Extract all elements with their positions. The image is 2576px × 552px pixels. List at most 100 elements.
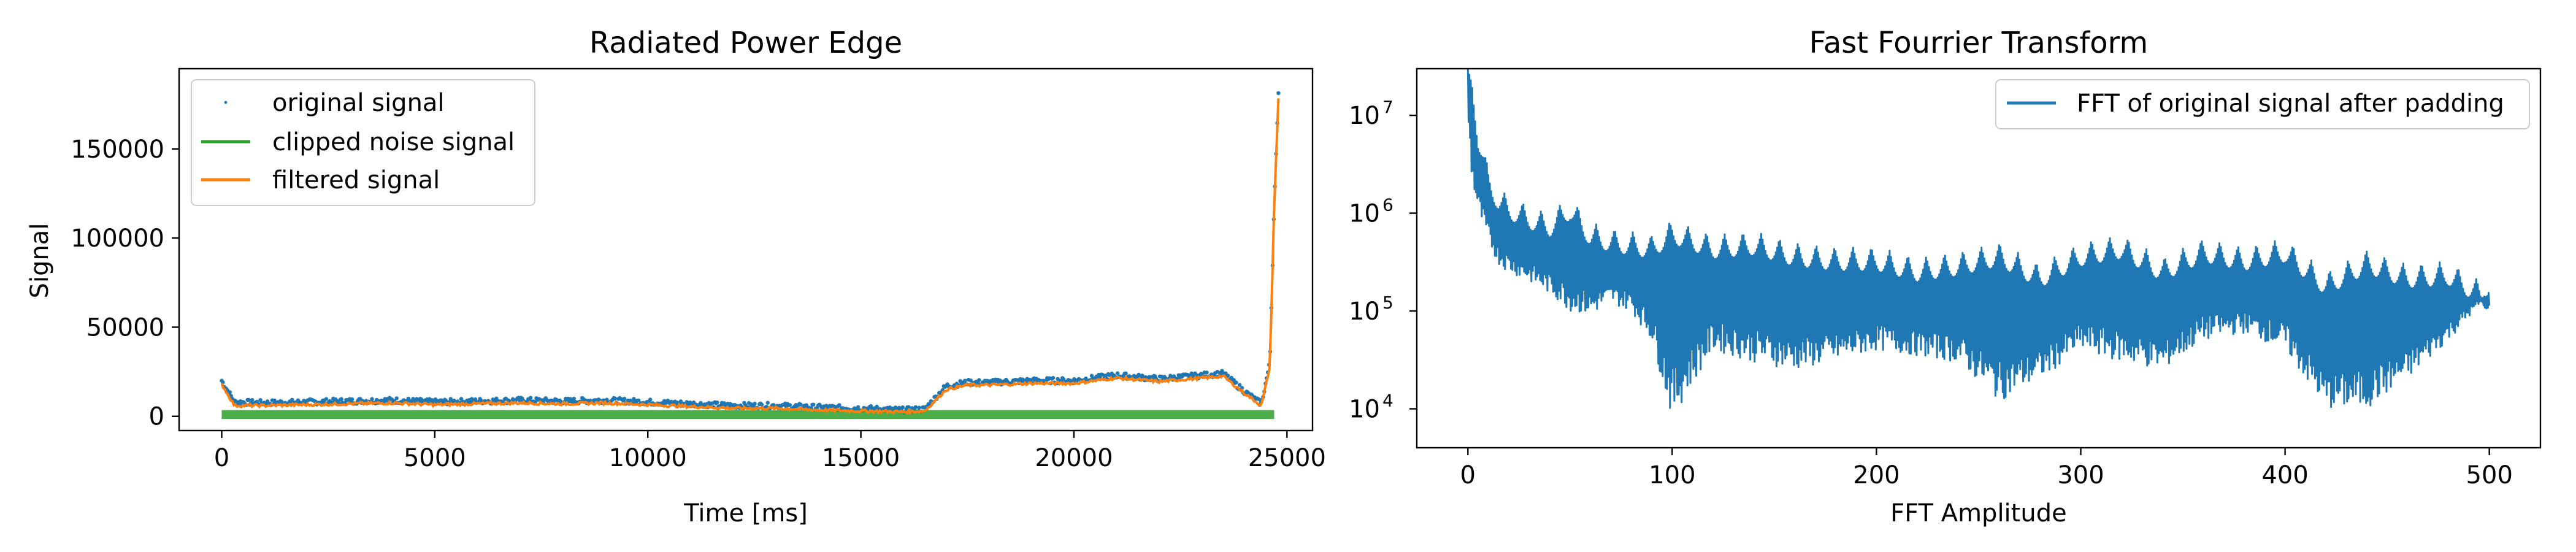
x-tick-label: 300 [2057,461,2104,489]
legend: original signal clipped noise signal fil… [191,79,535,206]
radiated-power-chart: Radiated Power Edge 0 5000 10000 15000 20000… [26,26,1326,527]
legend-marker-original-signal [224,101,228,104]
data-point [715,401,719,405]
x-tick-label: 0 [214,444,229,472]
fft-chart: Fast Fourrier Transform 0 100 200 300 400 500… [1349,26,2542,527]
data-point [221,380,225,385]
data-point [1051,376,1056,380]
data-point [958,379,962,383]
plot-area [1466,68,2491,409]
data-point [605,397,609,402]
y-tick-label: 10 [1349,396,1380,424]
data-point [1205,370,1209,375]
data-point [868,404,873,408]
legend-box [1995,79,2530,129]
x-axis-ticks: 0 100 200 300 400 500 [1460,448,2513,489]
data-point [1061,377,1066,381]
data-point [247,397,251,402]
data-point [572,396,576,401]
data-point [753,401,757,406]
x-tick-label: 5000 [404,444,466,472]
data-point [1256,397,1261,401]
data-point [765,401,770,405]
data-point [1232,378,1236,382]
series-filtered-signal [220,98,1280,416]
y-tick-label: 50000 [86,313,164,342]
data-point [1225,374,1230,378]
data-point [302,399,306,403]
data-point [1276,91,1281,95]
y-tick-label: 10 [1349,102,1380,130]
data-point [963,378,967,383]
data-point [977,378,981,382]
series-clipped-noise-signal [221,410,1275,420]
data-point [1116,371,1120,375]
data-point [394,396,399,401]
data-point [799,402,803,407]
data-point [900,405,905,410]
data-point [613,396,617,401]
axes-frame [178,67,1314,432]
data-point [370,397,374,401]
data-point [913,405,918,409]
data-point [350,397,355,402]
legend-label-original-signal: original signal [272,89,445,117]
data-point [1240,386,1244,390]
plot-area [220,91,1281,420]
y-tick-exponent: 4 [1382,391,1393,411]
x-tick-label: 10000 [609,444,687,472]
data-point [258,398,263,402]
y-tick-label: 10 [1349,200,1380,228]
data-point [907,405,911,409]
x-tick-label: 100 [1649,461,1695,489]
data-point [250,397,255,402]
x-tick-label: 15000 [822,444,900,472]
x-axis-label: FFT Amplitude [1890,499,2066,527]
legend-label-fft: FFT of original signal after padding [2077,90,2504,118]
x-tick-label: 25000 [1248,444,1326,472]
data-point [1238,383,1242,387]
data-point [1124,371,1128,375]
data-point [473,397,478,402]
data-point [788,403,792,407]
legend: FFT of original signal after padding [1995,79,2530,129]
data-point [648,397,653,402]
data-point [1234,380,1238,385]
x-tick-label: 0 [1460,461,1476,489]
y-tick-label: 150000 [71,136,164,164]
legend-label-filtered-signal: filtered signal [272,166,440,194]
x-axis-label: Time [ms] [683,499,808,527]
axes-frame [1416,67,2542,449]
data-point [494,396,499,401]
x-tick-label: 400 [2261,461,2308,489]
x-axis-ticks: 0 5000 10000 15000 20000 25000 [214,431,1326,472]
chart-title: Fast Fourrier Transform [1809,26,2149,60]
x-tick-label: 500 [2466,461,2513,489]
y-axis-label: Signal [26,223,54,299]
y-tick-exponent: 5 [1382,293,1393,313]
y-tick-exponent: 6 [1382,195,1393,215]
y-tick-label: 0 [149,403,164,431]
legend-label-clipped-noise-signal: clipped noise signal [272,128,515,156]
y-axis-ticks: 0 50000 100000 150000 [71,136,179,431]
data-point [636,398,641,403]
data-point [228,390,232,394]
data-point [324,397,329,401]
series-fft [1466,68,2491,409]
data-point [622,396,627,401]
y-tick-exponent: 7 [1382,97,1393,117]
y-tick-label: 100000 [71,224,164,253]
data-point [1220,369,1224,373]
data-point [1189,371,1194,375]
y-tick-label: 10 [1349,297,1380,326]
x-tick-label: 20000 [1035,444,1113,472]
data-point [339,397,343,401]
data-point [811,402,816,407]
data-point [528,396,533,400]
data-point [856,405,861,409]
data-point [759,402,764,407]
legend-box [191,79,535,206]
chart-title: Radiated Power Edge [589,26,902,60]
